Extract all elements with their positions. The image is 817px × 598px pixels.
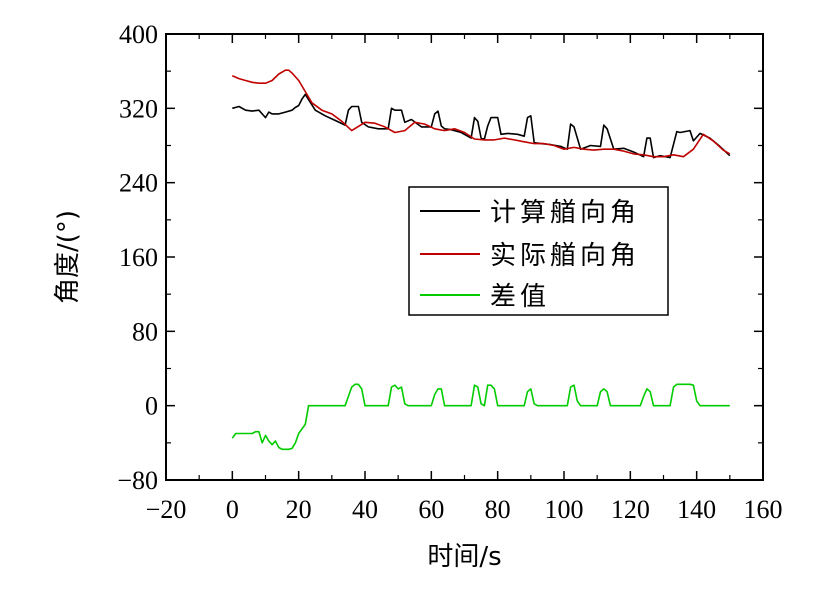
legend: 计算艏向角 实际艏向角 差值	[408, 186, 669, 316]
legend-label-actual-heading: 实际艏向角	[490, 241, 640, 271]
y-tick-label: 400	[119, 20, 158, 49]
series-line-computed-heading	[232, 93, 731, 159]
x-tick-label: 80	[485, 495, 511, 524]
y-tick-label: 160	[119, 243, 158, 272]
x-tick-label: 100	[545, 495, 584, 524]
y-tick-label: 80	[132, 317, 158, 346]
labels-layer: −20 0 20 40 60 80 100 120 140 160 −80 0 80 160 240 320 4…	[53, 20, 783, 572]
x-tick-label: 120	[611, 495, 650, 524]
legend-label-difference: 差值	[490, 282, 550, 312]
x-tick-label: 0	[226, 495, 239, 524]
x-tick-label: 40	[352, 495, 378, 524]
y-tick-label: −80	[117, 466, 158, 495]
x-tick-label: −20	[146, 495, 187, 524]
x-tick-label: 140	[677, 495, 716, 524]
y-tick-label: 320	[119, 94, 158, 123]
plot-frame	[165, 33, 764, 481]
x-tick-label: 60	[418, 495, 444, 524]
legend-label-computed-heading: 计算艏向角	[490, 198, 640, 228]
y-axis-title: 角度/(°)	[53, 210, 83, 304]
series-layer	[231, 69, 731, 451]
legend-box	[408, 186, 669, 316]
x-tick-label: 160	[744, 495, 783, 524]
series-line-actual-heading	[231, 69, 731, 158]
x-axis-title: 时间/s	[427, 542, 501, 572]
x-tick-label: 20	[286, 495, 312, 524]
y-tick-label: 0	[145, 392, 158, 421]
series-line-difference	[231, 383, 730, 451]
y-tick-label: 240	[119, 169, 158, 198]
